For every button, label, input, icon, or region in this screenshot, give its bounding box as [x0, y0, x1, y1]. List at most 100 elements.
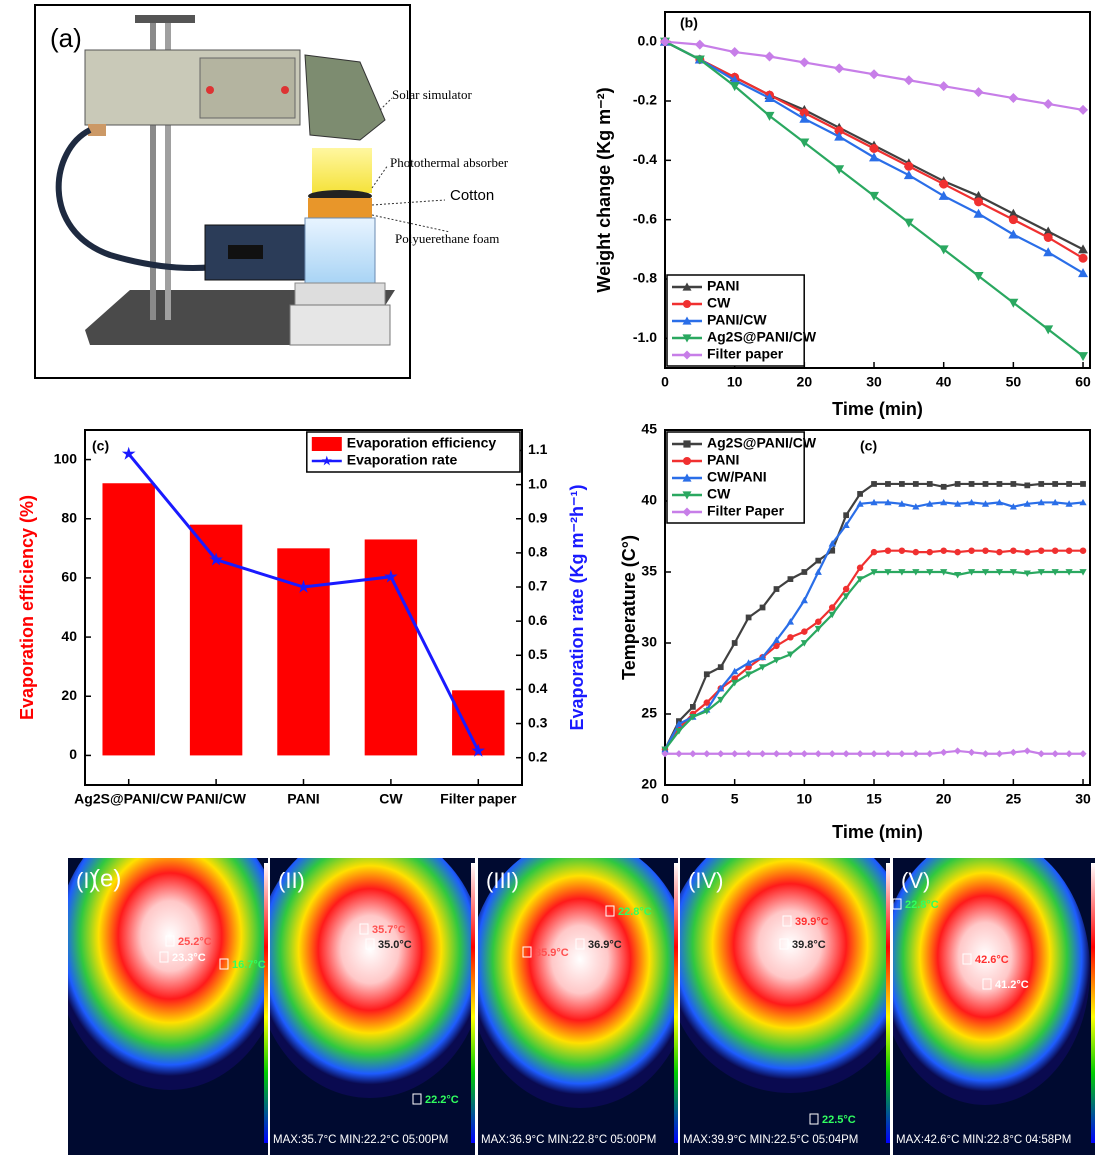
- marker: [870, 750, 878, 758]
- y-axis-label: Temperature (C°): [619, 535, 639, 680]
- marker: [1008, 208, 1019, 218]
- marker: [787, 634, 794, 641]
- y2-tick-label: 0.8: [528, 544, 548, 560]
- marker: [731, 750, 739, 758]
- thermal-image: [478, 858, 678, 1155]
- marker: [982, 481, 989, 487]
- x-axis-label: Time (min): [832, 822, 923, 842]
- light-beam: [312, 148, 372, 193]
- legend-label: PANI: [707, 452, 739, 468]
- x-tick-label: Filter paper: [440, 791, 517, 807]
- marker: [974, 197, 984, 207]
- marker: [995, 750, 1004, 758]
- x-tick-label: 40: [936, 374, 952, 390]
- marker: [954, 747, 962, 755]
- marker: [717, 696, 725, 704]
- marker: [1023, 570, 1031, 578]
- marker: [954, 481, 961, 487]
- marker: [471, 743, 486, 757]
- marker: [1079, 750, 1087, 758]
- y-tick-label: 0: [69, 746, 77, 762]
- marker: [982, 547, 989, 554]
- marker: [903, 75, 914, 86]
- x-tick-label: 30: [1075, 791, 1091, 807]
- marker: [856, 564, 864, 571]
- marker: [828, 540, 836, 547]
- y-tick-label: -0.2: [633, 92, 657, 108]
- marker: [764, 111, 775, 121]
- marker: [758, 664, 767, 671]
- series-line: [664, 501, 1084, 751]
- bar: [277, 548, 330, 756]
- legend-label: CW: [707, 295, 731, 311]
- marker: [1078, 104, 1089, 115]
- x-tick-label: 20: [797, 374, 813, 390]
- marker: [1051, 547, 1059, 554]
- marker: [884, 547, 892, 554]
- display: [228, 245, 263, 259]
- marker: [1023, 747, 1031, 755]
- series-line: [664, 549, 1084, 751]
- spot-box: [962, 953, 972, 965]
- legend-marker: [682, 299, 692, 309]
- marker: [954, 571, 962, 579]
- image-label: (I): [76, 868, 97, 893]
- legend-label: Ag2S@PANI/CW: [707, 329, 817, 345]
- marker: [758, 750, 767, 758]
- marker: [1037, 750, 1045, 758]
- simulator-head: [304, 54, 386, 141]
- marker: [660, 36, 670, 47]
- spot-temperature: 35.9°C: [535, 947, 569, 959]
- marker: [842, 593, 850, 600]
- y-tick-label: 35: [641, 563, 657, 579]
- marker: [661, 746, 669, 754]
- y2-tick-label: 0.2: [528, 748, 548, 764]
- marker: [995, 498, 1004, 506]
- thermal-image: [68, 858, 268, 1155]
- pole-cap: [135, 15, 195, 23]
- marker: [926, 750, 934, 758]
- marker: [745, 659, 753, 666]
- marker: [729, 47, 740, 58]
- image-label: (II): [278, 868, 305, 893]
- marker: [1008, 298, 1019, 308]
- marker: [870, 569, 878, 576]
- marker: [772, 636, 781, 644]
- legend-marker: [682, 316, 692, 325]
- marker: [973, 190, 984, 200]
- marker: [1078, 253, 1088, 263]
- marker: [694, 39, 705, 50]
- cable: [55, 127, 231, 271]
- y2-tick-label: 1.0: [528, 475, 548, 491]
- y2-tick-label: 0.5: [528, 646, 548, 662]
- marker: [967, 748, 976, 756]
- marker: [1038, 481, 1045, 487]
- marker: [884, 498, 892, 506]
- image-footer: MAX:42.6°C MIN:22.8°C 04:58PM: [896, 1134, 1071, 1146]
- y2-tick-label: 0.9: [528, 509, 548, 525]
- marker: [871, 481, 877, 487]
- marker: [1008, 93, 1019, 104]
- spot-temperature: 16.7°C: [232, 959, 266, 971]
- marker: [884, 750, 892, 758]
- marker: [828, 611, 836, 619]
- marker: [801, 628, 808, 635]
- knob: [206, 86, 214, 94]
- annotation: Polyuerethane foam: [395, 231, 499, 246]
- marker: [834, 165, 845, 175]
- marker: [209, 552, 223, 566]
- pole: [165, 20, 171, 320]
- marker: [1065, 500, 1073, 507]
- legend-label: PANI/CW: [707, 312, 767, 328]
- marker: [1023, 500, 1031, 507]
- marker: [869, 143, 879, 153]
- x-tick-label: Ag2S@PANI/CW: [74, 791, 184, 807]
- y-tick-label: 100: [54, 450, 78, 466]
- panel-a: (a) Solar simulator Photothermal absorbe…: [34, 4, 509, 379]
- cable-plug: [88, 124, 106, 136]
- marker: [967, 569, 976, 576]
- marker: [772, 657, 781, 664]
- marker: [898, 547, 906, 554]
- spot-temperature: 35.7°C: [372, 924, 406, 936]
- spot-temperature: 22.2°C: [425, 1094, 459, 1106]
